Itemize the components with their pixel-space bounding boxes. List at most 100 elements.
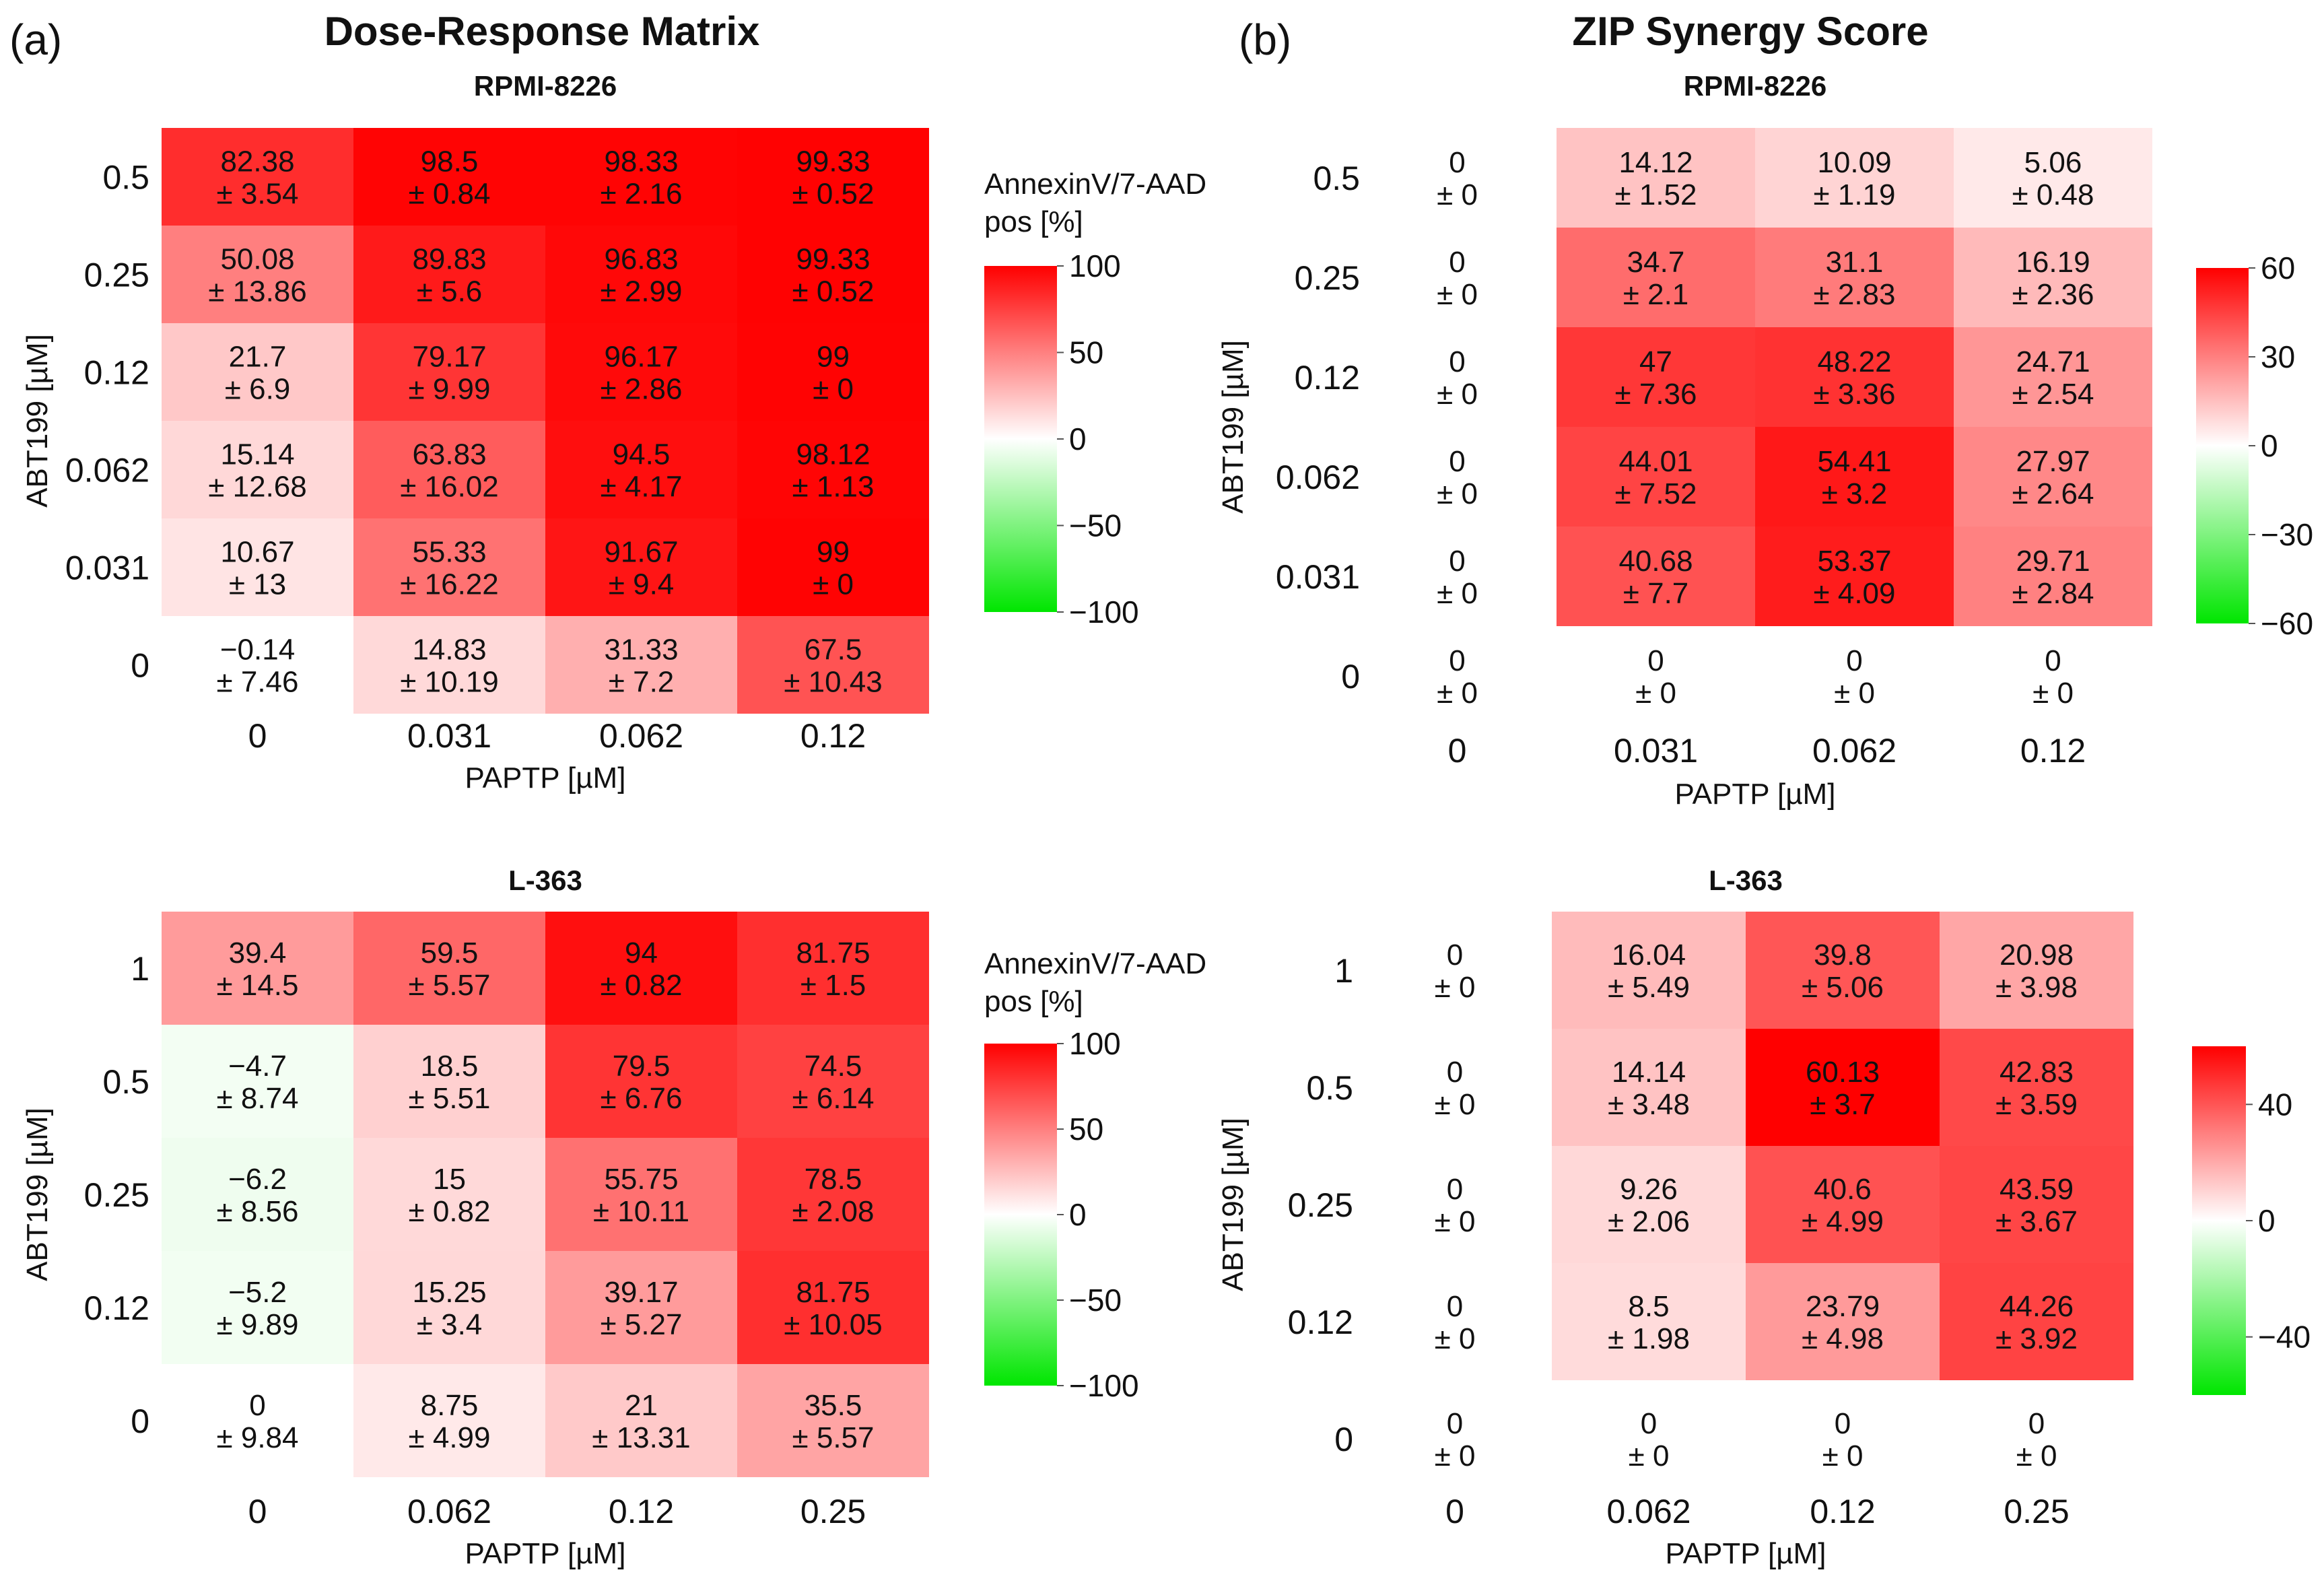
- dr_rpmi-cell-error-r5-c1: ± 10.19: [400, 666, 498, 699]
- dr_rpmi-cell-value-r2-c3: 99: [817, 341, 850, 374]
- dr_rpmi-cell-r1-c0: [162, 226, 353, 323]
- dr_rpmi-cell-error-r0-c3: ± 0.52: [792, 178, 874, 211]
- zip_rpmi-cell-error-r3-c0: ± 0: [1437, 477, 1478, 510]
- dr_l363-legend-tick-4: −100: [1069, 1368, 1139, 1403]
- dr_rpmi-cell-error-r1-c2: ± 2.99: [600, 275, 682, 308]
- dr_rpmi-cell-value-r3-c0: 15.14: [220, 438, 294, 471]
- dr_rpmi-ytick-5: 0: [131, 647, 149, 685]
- dr_rpmi-cell-value-r0-c1: 98.5: [421, 145, 479, 178]
- dr_l363-cell-value-r4-c2: 21: [625, 1389, 658, 1422]
- zip_rpmi-legend-tick-3: −30: [2261, 517, 2313, 552]
- zip_rpmi-cell-value-r0-c2: 10.09: [1817, 146, 1891, 179]
- dr_l363-legend-tick-1: 50: [1069, 1112, 1103, 1147]
- dr_rpmi-cell-value-r5-c3: 67.5: [805, 634, 862, 667]
- zip_rpmi-ytick-5: 0: [1341, 658, 1360, 695]
- dr_rpmi-ytick-2: 0.12: [84, 354, 149, 392]
- zip_l363-cell-error-r2-c2: ± 4.99: [1802, 1205, 1884, 1238]
- zip_rpmi-xtick-1: 0.031: [1614, 732, 1698, 770]
- dr_l363-cell-error-r1-c1: ± 5.51: [408, 1082, 490, 1115]
- dr_l363-cell-error-r0-c2: ± 0.82: [600, 969, 682, 1002]
- panel-a-label: (a): [9, 15, 63, 64]
- dr_rpmi-cell-r3-c2: [545, 421, 737, 518]
- dr_rpmi-cell-r4-c0: [162, 518, 353, 616]
- zip_rpmi-cell-r0-c2: [1755, 128, 1954, 228]
- dr_rpmi-cell-r0-c0: [162, 128, 353, 226]
- dr_rpmi-cell-value-r4-c2: 91.67: [604, 536, 678, 569]
- zip_l363-cell-value-r0-c3: 20.98: [2000, 939, 2074, 972]
- zip_l363-ytick-3: 0.12: [1288, 1303, 1353, 1341]
- dr_rpmi-cell-error-r4-c0: ± 13: [229, 568, 286, 601]
- dr_rpmi-cell-r3-c0: [162, 421, 353, 518]
- zip_rpmi-cell-error-r5-c3: ± 0: [2032, 677, 2074, 710]
- zip_rpmi-cell-r4-c3: [1954, 527, 2152, 626]
- zip_rpmi-cell-r2-c1: [1557, 327, 1755, 427]
- zip_rpmi-cell-r4-c2: [1755, 527, 1954, 626]
- dr_rpmi-xtick-0: 0: [248, 717, 267, 755]
- dr_l363-cell-r3-c0: [162, 1251, 353, 1364]
- dr_l363-cell-error-r3-c0: ± 9.89: [216, 1308, 298, 1341]
- zip_l363-ylabel: ABT199 [µM]: [1217, 1118, 1250, 1291]
- zip_rpmi-cell-value-r1-c0: 0: [1449, 246, 1465, 279]
- zip_l363-cell-r3-c2: [1746, 1263, 1940, 1380]
- dr_l363-ytick-4: 0: [131, 1402, 149, 1440]
- dr_rpmi-cell-r4-c2: [545, 518, 737, 616]
- zip_l363-ytick-0: 1: [1334, 952, 1353, 990]
- zip_rpmi-cell-error-r1-c1: ± 2.1: [1623, 278, 1689, 311]
- zip_l363-cell-value-r2-c1: 9.26: [1620, 1173, 1678, 1206]
- zip_rpmi-ytick-4: 0.031: [1276, 558, 1360, 596]
- dr_rpmi-cell-value-r5-c0: −0.14: [220, 634, 295, 667]
- dr_l363-ylabel: ABT199 [µM]: [21, 1108, 54, 1281]
- dr_rpmi-xtick-1: 0.031: [407, 717, 491, 755]
- zip_l363-cell-value-r0-c2: 39.8: [1814, 939, 1872, 972]
- dr_rpmi-cell-error-r2-c1: ± 9.99: [408, 373, 490, 406]
- zip_l363-cell-value-r0-c1: 16.04: [1612, 939, 1686, 972]
- dr_l363-cell-value-r4-c1: 8.75: [421, 1389, 479, 1422]
- dr_l363-cell-r2-c0: [162, 1138, 353, 1251]
- zip_l363-xtick-2: 0.12: [1810, 1493, 1875, 1530]
- dr_rpmi-cell-value-r5-c2: 31.33: [604, 634, 678, 667]
- dr_l363-cell-r1-c2: [545, 1025, 737, 1138]
- zip_rpmi-cell-value-r3-c0: 0: [1449, 445, 1465, 478]
- zip_l363-ytick-4: 0: [1334, 1421, 1353, 1458]
- dr_rpmi-cell-r4-c1: [353, 518, 545, 616]
- dr_l363-cell-value-r4-c0: 0: [249, 1389, 265, 1422]
- dr_l363-cell-error-r0-c3: ± 1.5: [800, 969, 866, 1002]
- dr_rpmi-cell-r4-c3: [737, 518, 929, 616]
- dr_rpmi-cell-value-r0-c2: 98.33: [604, 145, 678, 178]
- dr_l363-cell-value-r2-c2: 55.75: [604, 1163, 678, 1196]
- zip_l363-xtick-1: 0.062: [1606, 1493, 1690, 1530]
- dr_l363-cell-r0-c3: [737, 912, 929, 1025]
- zip_rpmi-cell-r0-c1: [1557, 128, 1755, 228]
- dr_l363-cell-value-r3-c0: −5.2: [228, 1276, 287, 1309]
- dr_l363-cell-value-r0-c3: 81.75: [796, 937, 870, 970]
- zip_l363-xtick-0: 0: [1445, 1493, 1464, 1530]
- dr_rpmi-cell-error-r3-c1: ± 16.02: [400, 471, 498, 504]
- zip_rpmi-cell-error-r0-c3: ± 0.48: [2012, 178, 2094, 211]
- zip_rpmi-cell-r1-c1: [1557, 228, 1755, 327]
- dr_rpmi-cell-value-r1-c2: 96.83: [604, 243, 678, 276]
- zip_rpmi-title: RPMI-8226: [1684, 70, 1826, 102]
- dr_rpmi-cell-r3-c1: [353, 421, 545, 518]
- dr_l363-legend-tick-2: 0: [1069, 1197, 1087, 1232]
- zip_rpmi-cell-error-r0-c1: ± 1.52: [1614, 178, 1697, 211]
- dr_rpmi-cell-value-r3-c2: 94.5: [613, 438, 671, 471]
- dr_l363-legend-title-line1: AnnexinV/7-AAD: [984, 947, 1206, 980]
- zip_l363-cell-r0-c2: [1746, 912, 1940, 1029]
- dr_rpmi-cell-error-r3-c3: ± 1.13: [792, 471, 874, 504]
- zip_rpmi-cell-value-r1-c2: 31.1: [1826, 246, 1884, 279]
- zip_rpmi-cell-value-r2-c3: 24.71: [2016, 345, 2090, 378]
- zip_rpmi-cell-error-r3-c3: ± 2.64: [2012, 477, 2094, 510]
- dr_l363-cell-error-r4-c2: ± 13.31: [592, 1421, 690, 1454]
- dr_l363-cell-r3-c3: [737, 1251, 929, 1364]
- dr_l363-ytick-1: 0.5: [102, 1063, 149, 1101]
- zip_rpmi-cell-value-r3-c3: 27.97: [2016, 445, 2090, 478]
- dr_rpmi-cell-error-r3-c0: ± 12.68: [208, 471, 306, 504]
- dr_rpmi-cell-r2-c2: [545, 323, 737, 421]
- dr_rpmi-ytick-3: 0.062: [65, 452, 149, 489]
- dr_l363-cell-value-r1-c2: 79.5: [613, 1050, 671, 1083]
- zip_l363-colorbar: [2192, 1046, 2246, 1395]
- zip_rpmi-cell-value-r4-c2: 53.37: [1817, 545, 1891, 578]
- dr_l363-xtick-2: 0.12: [609, 1493, 674, 1530]
- dr_l363-cell-value-r1-c0: −4.7: [228, 1050, 287, 1083]
- zip_rpmi-cell-r4-c1: [1557, 527, 1755, 626]
